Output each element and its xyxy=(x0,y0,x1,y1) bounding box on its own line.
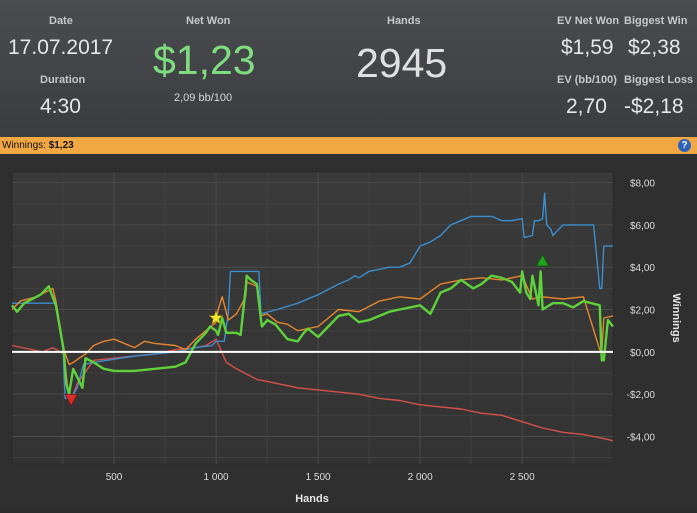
y-tick-label: -$4,00 xyxy=(627,432,656,443)
series-line-blue xyxy=(12,192,613,400)
max-drawdown-marker xyxy=(64,394,78,407)
star-marker xyxy=(208,310,224,325)
y-tick-label: $2,00 xyxy=(630,306,655,317)
date-label: Date xyxy=(49,15,73,27)
x-axis: 500 1 000 1 500 2 000 2 500 xyxy=(106,472,535,483)
plot-area xyxy=(11,171,614,465)
y-axis: -$4,00 -$2,00 $0,00 $2,00 $4,00 $6,00 $8,00 xyxy=(627,179,656,444)
winnings-chart: 500 1 000 1 500 2 000 2 500 -$4,00 -$2,00 $0,0… xyxy=(0,154,697,508)
biggest-win-label: Biggest Win xyxy=(624,15,688,27)
ev-bb100-label: EV (bb/100) xyxy=(557,74,617,86)
y-tick-label: $6,00 xyxy=(630,221,655,232)
winnings-bar-value: $1,23 xyxy=(48,140,74,151)
help-icon[interactable]: ? xyxy=(678,139,691,152)
x-axis-label: Hands xyxy=(295,493,329,505)
biggest-win-value: $2,38 xyxy=(628,36,681,59)
ev-net-won-value: $1,59 xyxy=(561,36,614,59)
x-tick-label: 1 000 xyxy=(204,472,229,483)
y-axis-label: Winnings xyxy=(670,293,682,342)
x-tick-label: 2 500 xyxy=(510,472,535,483)
net-won-bb100: 2,09 bb/100 xyxy=(174,92,233,104)
x-tick-label: 1 500 xyxy=(306,472,331,483)
date-value: 17.07.2017 xyxy=(8,36,114,59)
biggest-loss-label: Biggest Loss xyxy=(624,74,694,86)
series-line-green xyxy=(11,270,614,396)
biggest-loss-value: -$2,18 xyxy=(624,95,684,118)
net-won-label: Net Won xyxy=(186,15,231,27)
winnings-chart-svg: 500 1 000 1 500 2 000 2 500 -$4,00 -$2,00 $0,0… xyxy=(11,171,682,505)
markers-layer xyxy=(64,254,550,407)
net-won-value: $1,23 xyxy=(153,37,256,83)
winnings-bar-label: Winnings: xyxy=(2,140,46,151)
duration-label: Duration xyxy=(40,74,86,86)
ev-bb100-value: 2,70 xyxy=(566,95,607,118)
hands-value: 2945 xyxy=(356,40,448,86)
winnings-bar: Winnings: $1,23 ? xyxy=(0,137,697,154)
x-tick-label: 2 000 xyxy=(408,472,433,483)
x-tick-label: 500 xyxy=(106,472,123,483)
hands-label: Hands xyxy=(387,15,421,27)
y-tick-label: $8,00 xyxy=(630,179,655,190)
summary-header: Date 17.07.2017 Duration 4:30 Net Won $1… xyxy=(0,0,697,137)
y-tick-label: $0,00 xyxy=(630,348,655,359)
series-layer xyxy=(11,192,614,442)
y-tick-label: $4,00 xyxy=(630,263,655,274)
biggest-win-marker xyxy=(535,254,550,267)
ev-net-won-label: EV Net Won xyxy=(557,15,620,27)
y-tick-label: -$2,00 xyxy=(627,390,656,401)
duration-value: 4:30 xyxy=(40,95,81,118)
